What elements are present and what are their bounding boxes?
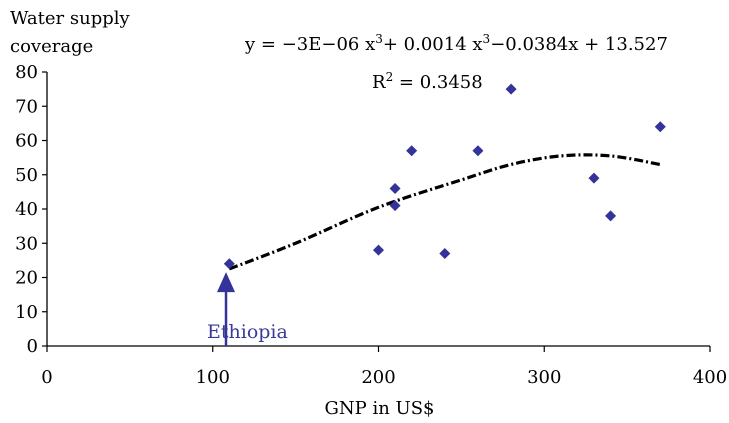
y-tick-label: 0	[27, 336, 38, 357]
data-point	[472, 145, 484, 157]
points-group	[223, 83, 666, 270]
trendline	[228, 153, 661, 271]
trendline-group	[228, 153, 661, 271]
x-tick-label: 400	[693, 367, 727, 388]
x-tick-label: 300	[527, 367, 561, 388]
x-tick-label: 200	[361, 367, 395, 388]
y-tick-label: 10	[15, 302, 38, 323]
data-point	[439, 248, 451, 260]
y-tick-label: 40	[15, 199, 38, 220]
data-point	[505, 83, 517, 95]
y-axis-label-line-2: coverage	[10, 36, 94, 57]
r2-sup: 2	[385, 70, 394, 84]
r2-value: = 0.3458	[393, 72, 483, 93]
axes: 0 10 20 30 40 50 60 70 80 0 100 200 300 400	[15, 62, 727, 388]
equation-part-2: + 0.0014 x	[382, 34, 483, 55]
annotation-arrow-head	[217, 272, 236, 293]
y-tick-label: 30	[15, 233, 38, 254]
data-point	[389, 182, 401, 194]
y-tick-label: 80	[15, 62, 38, 83]
x-axis-label: GNP in US$	[324, 398, 435, 419]
annotation-group	[217, 272, 236, 346]
data-point	[588, 172, 600, 184]
data-point	[406, 145, 418, 157]
equation-sup-1: 3	[375, 32, 383, 46]
equation-part-3: −0.0384x + 13.527	[490, 34, 668, 55]
equation-sup-2: 3	[482, 32, 491, 46]
y-tick-label: 20	[15, 268, 38, 289]
r2-prefix: R	[372, 72, 386, 93]
y-tick-label: 70	[15, 96, 38, 117]
data-point	[223, 258, 235, 270]
y-axis-label-line-1: Water supply	[10, 8, 130, 29]
x-tick-label: 0	[41, 367, 52, 388]
data-point	[654, 121, 666, 133]
r-squared: R2 = 0.3458	[372, 70, 483, 93]
data-point	[373, 244, 384, 256]
equation-part-1: y = −3E−06 x	[245, 34, 376, 55]
x-tick-label: 100	[196, 367, 230, 388]
data-point	[389, 200, 401, 212]
data-point	[605, 210, 617, 222]
y-tick-label: 50	[15, 165, 38, 186]
y-tick-label: 60	[15, 131, 38, 152]
trendline-equation: y = −3E−06 x3+ 0.0014 x3−0.0384x + 13.52…	[245, 32, 668, 55]
annotation-label: Ethiopia	[207, 321, 288, 343]
